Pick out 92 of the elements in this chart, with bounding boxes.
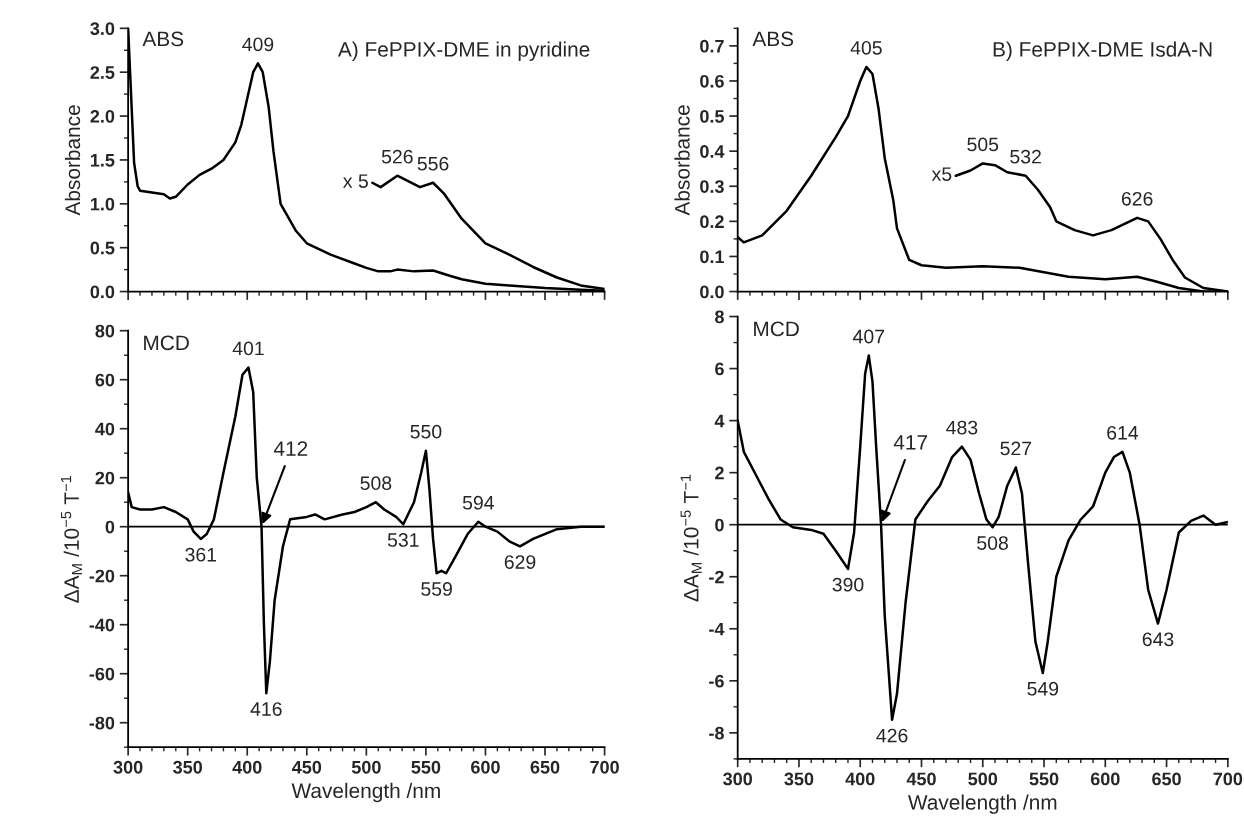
annotation: 614	[1107, 425, 1139, 440]
y-tick-label: 20	[95, 471, 115, 485]
y-tick-label: 2.5	[90, 66, 115, 79]
annotation: 643	[1142, 632, 1174, 647]
x-tick-label: 400	[845, 772, 875, 786]
x-tick-label: 650	[1152, 772, 1181, 786]
annotation: MCD	[754, 321, 799, 337]
x-axis-title: Wavelength /nm	[291, 782, 440, 803]
y-axis-title: Absorbance	[674, 105, 690, 216]
y-tick-label: 0.2	[700, 215, 724, 229]
x-tick-label: 700	[1213, 772, 1243, 786]
x-tick-label: 650	[530, 760, 560, 774]
y-tick-label: 0.7	[700, 39, 724, 53]
annotation: 549	[1027, 681, 1059, 696]
y-tick-label: 0.1	[700, 250, 724, 264]
x-tick-label: 550	[411, 760, 441, 774]
annotation: 426	[876, 728, 908, 743]
annotation: 417	[893, 435, 928, 450]
y-tick-label: -20	[89, 569, 115, 583]
x-tick-label: 500	[351, 760, 381, 774]
annotation: ABS	[142, 31, 184, 47]
text: B) FePPIX-DME IsdA-N	[993, 41, 1212, 61]
annotation: 556	[417, 156, 449, 171]
annotation: 531	[387, 533, 419, 547]
annotation: 629	[504, 555, 536, 569]
series-label: x5	[931, 167, 952, 181]
y-tick-label: 80	[95, 324, 115, 338]
y-tick-label: 3.0	[90, 22, 115, 36]
y-tick-label: 4	[714, 414, 725, 428]
x-tick-label: 350	[173, 760, 203, 774]
annotation: 527	[1000, 441, 1032, 456]
y-tick-label: 0.4	[700, 145, 725, 158]
annotation: 559	[421, 582, 452, 596]
annotation: 550	[410, 424, 442, 439]
y-tick-label: 0.0	[90, 285, 115, 299]
x-tick-label: 300	[723, 772, 753, 786]
y-tick-label: 0.0	[700, 285, 724, 299]
annotation: 526	[381, 149, 413, 164]
text: A) FePPIX-DME in pyridine	[337, 41, 590, 61]
annotation: 483	[946, 420, 978, 435]
annotation: 409	[242, 37, 274, 52]
annotation: MCD	[144, 335, 189, 351]
x-tick-label: 400	[232, 760, 262, 774]
y-tick-label: -60	[89, 667, 115, 681]
annotation: 416	[250, 702, 282, 716]
y-tick-label: 0.3	[700, 180, 724, 193]
y-tick-label: -80	[89, 716, 115, 730]
y-tick-label: -6	[709, 674, 724, 688]
y-tick-label: 8	[715, 310, 724, 324]
y-tick-label: 0.5	[90, 241, 115, 255]
y-tick-label: 40	[95, 422, 115, 436]
annotation: 401	[232, 341, 264, 356]
annotation: 412	[273, 441, 308, 456]
y-axis-title: ΔA$_{M}$ /10$^{−5}$ T$^{−1}$	[680, 474, 702, 602]
y-tick-label: 6	[715, 362, 724, 376]
x-tick-label: 450	[906, 772, 936, 786]
annotation: 407	[853, 329, 885, 344]
y-tick-label: 0	[715, 518, 724, 532]
y-axis-title: Absorbance	[64, 105, 81, 216]
annotation: 532	[1010, 149, 1041, 164]
annotation: 390	[832, 577, 864, 592]
x-tick-label: 350	[784, 772, 814, 786]
y-tick-label: -2	[709, 570, 724, 584]
annotation: ABS	[752, 31, 794, 47]
x-tick-label: 500	[968, 772, 998, 786]
x-tick-label: 450	[292, 760, 322, 774]
annotation: 405	[850, 40, 882, 55]
y-tick-label: 1.5	[90, 154, 115, 167]
y-tick-label: 1.0	[90, 197, 115, 211]
y-tick-label: -4	[709, 622, 725, 636]
y-tick-label: 0	[105, 520, 115, 534]
x-tick-label: 300	[113, 760, 143, 774]
x-tick-label: 550	[1029, 772, 1059, 786]
annotation: 594	[462, 495, 494, 510]
series-label: x 5	[343, 174, 368, 188]
y-tick-label: 2.0	[90, 110, 115, 123]
annotation: 361	[185, 547, 217, 562]
y-tick-label: 0.6	[700, 74, 724, 88]
x-tick-label: 700	[590, 760, 619, 774]
annotation: 508	[977, 536, 1008, 550]
x-tick-label: 600	[471, 760, 500, 774]
x-axis-title: Wavelength /nm	[907, 794, 1057, 814]
annotation: 508	[360, 476, 392, 491]
y-tick-label: 60	[95, 373, 115, 387]
annotation: 626	[1121, 191, 1153, 206]
annotation: 505	[967, 137, 999, 152]
y-axis-title: ΔA$_{M}$ /10$^{−5}$ T$^{−1}$	[61, 475, 83, 603]
x-tick-label: 600	[1090, 772, 1120, 786]
y-tick-label: 2	[715, 466, 724, 480]
y-tick-label: 0.5	[700, 110, 724, 123]
y-tick-label: -8	[709, 726, 724, 740]
y-tick-label: -40	[89, 618, 115, 632]
